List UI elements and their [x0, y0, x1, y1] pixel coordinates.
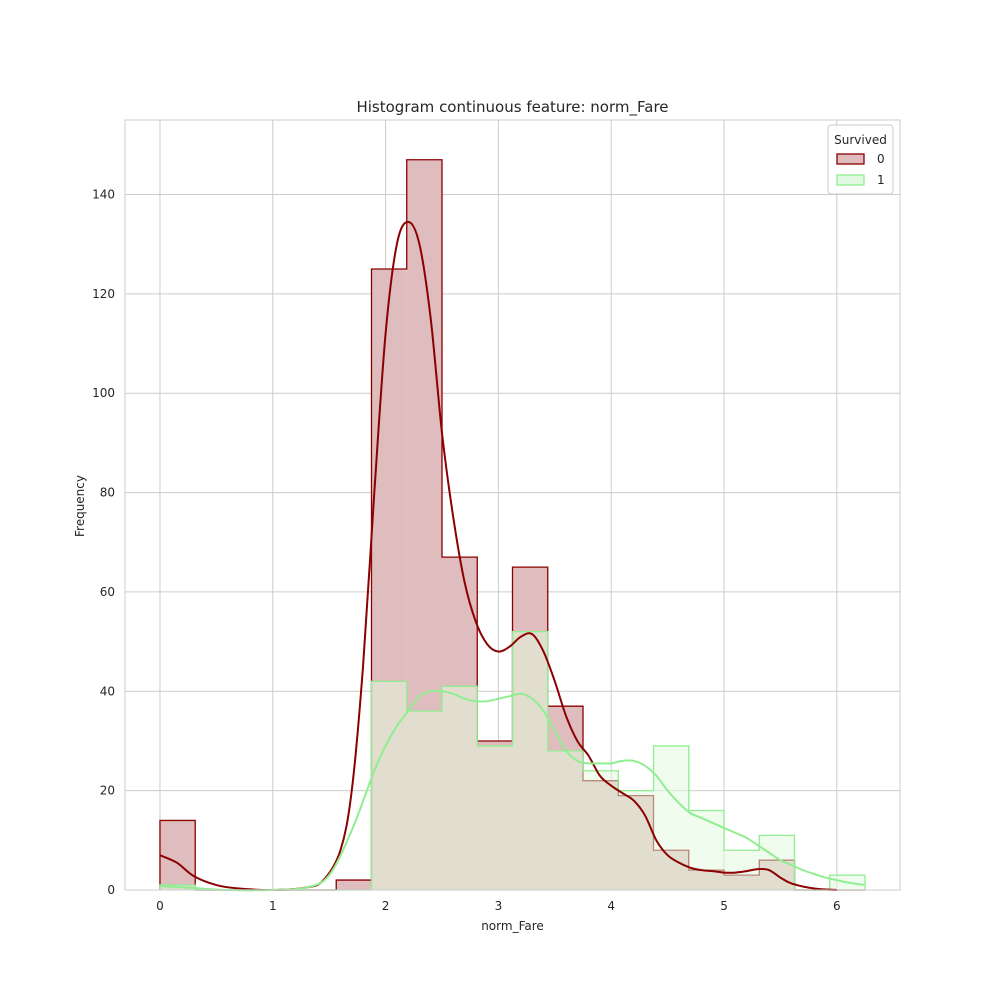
y-tick-label: 140 — [92, 188, 115, 202]
x-tick-label: 2 — [382, 899, 390, 913]
x-tick-label: 1 — [269, 899, 277, 913]
series-1-bars — [159, 631, 866, 891]
x-tick-labels: 0 1 2 3 4 5 6 — [156, 899, 840, 913]
plot-frame — [124, 119, 901, 891]
grid — [125, 120, 900, 891]
histogram-bars — [159, 159, 866, 891]
histogram-bar — [477, 745, 513, 890]
x-tick-label: 6 — [833, 899, 841, 913]
y-tick-label: 100 — [92, 386, 115, 400]
histogram-bar — [406, 711, 442, 890]
y-axis-label: Frequency — [73, 475, 87, 537]
x-tick-label: 3 — [495, 899, 503, 913]
legend-label: 0 — [877, 152, 885, 166]
histogram-bar — [688, 810, 725, 890]
histogram-bar — [653, 745, 689, 890]
histogram-bar — [618, 790, 654, 890]
y-tick-label: 40 — [100, 684, 115, 698]
histogram-bar — [512, 631, 548, 890]
y-tick-label: 20 — [100, 784, 115, 798]
x-tick-label: 5 — [720, 899, 728, 913]
legend: Survived 0 1 — [827, 124, 894, 195]
chart-title: Histogram continuous feature: norm_Fare — [356, 98, 668, 117]
legend-label: 1 — [877, 173, 885, 187]
series-0-kde-line — [159, 220, 837, 892]
x-tick-label: 4 — [607, 899, 615, 913]
y-tick-label: 60 — [100, 585, 115, 599]
y-tick-label: 0 — [107, 883, 115, 897]
histogram-bar — [583, 770, 619, 890]
series-1-kde-line — [159, 689, 866, 892]
histogram-bar — [159, 820, 196, 890]
x-tick-label: 0 — [156, 899, 164, 913]
y-tick-labels: 0 20 40 60 80 100 120 140 — [92, 188, 115, 897]
y-tick-label: 120 — [92, 287, 115, 301]
y-tick-label: 80 — [100, 486, 115, 500]
legend-title: Survived — [834, 133, 887, 147]
histogram-bar — [336, 880, 372, 890]
histogram-bar — [759, 835, 795, 890]
histogram-bar — [547, 750, 584, 890]
histogram-bar — [371, 681, 407, 890]
kde-curves — [159, 220, 866, 892]
x-axis-label: norm_Fare — [481, 919, 544, 933]
legend-swatch — [836, 174, 865, 186]
legend-swatch — [836, 153, 865, 165]
histogram-bar — [441, 686, 478, 890]
